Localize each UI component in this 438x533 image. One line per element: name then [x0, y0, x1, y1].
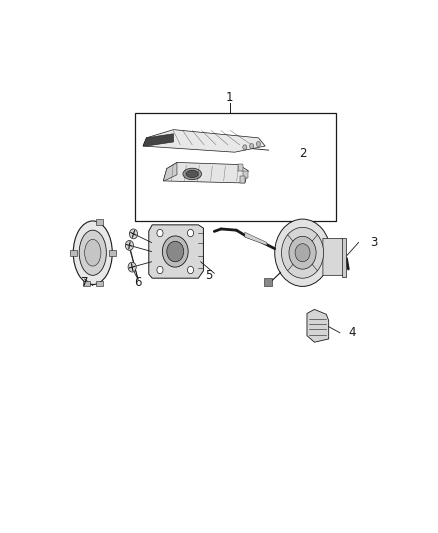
- Polygon shape: [264, 278, 272, 286]
- Polygon shape: [149, 225, 203, 278]
- Circle shape: [130, 229, 138, 239]
- Text: 3: 3: [370, 236, 378, 249]
- Text: 1: 1: [226, 91, 233, 104]
- Ellipse shape: [85, 239, 101, 266]
- Text: 5: 5: [205, 269, 213, 282]
- Circle shape: [128, 262, 136, 272]
- Text: 2: 2: [299, 147, 306, 160]
- Polygon shape: [323, 238, 345, 276]
- Polygon shape: [83, 281, 89, 286]
- Circle shape: [243, 145, 247, 150]
- Text: 7: 7: [81, 276, 88, 289]
- Circle shape: [187, 229, 194, 237]
- Polygon shape: [109, 250, 116, 256]
- Polygon shape: [163, 163, 177, 181]
- Circle shape: [157, 229, 163, 237]
- Polygon shape: [96, 219, 103, 225]
- Circle shape: [250, 143, 254, 149]
- Polygon shape: [70, 250, 77, 256]
- Polygon shape: [245, 232, 267, 245]
- Polygon shape: [243, 172, 248, 178]
- Polygon shape: [240, 176, 245, 183]
- Circle shape: [157, 266, 163, 273]
- Circle shape: [187, 266, 194, 273]
- Circle shape: [167, 241, 184, 262]
- Circle shape: [275, 219, 330, 286]
- Circle shape: [282, 227, 324, 278]
- Polygon shape: [143, 134, 173, 146]
- Polygon shape: [163, 163, 248, 183]
- Polygon shape: [307, 309, 328, 342]
- Polygon shape: [96, 281, 103, 286]
- Ellipse shape: [186, 170, 198, 177]
- Circle shape: [295, 244, 310, 262]
- Circle shape: [256, 142, 261, 147]
- Ellipse shape: [73, 221, 112, 285]
- Text: 6: 6: [134, 276, 141, 289]
- Polygon shape: [143, 130, 265, 152]
- Circle shape: [125, 240, 134, 251]
- Circle shape: [289, 236, 316, 269]
- Bar: [134, 113, 336, 221]
- Ellipse shape: [79, 230, 106, 276]
- Text: 4: 4: [348, 326, 356, 340]
- Ellipse shape: [183, 168, 201, 180]
- Polygon shape: [342, 238, 346, 277]
- Polygon shape: [238, 164, 243, 171]
- Circle shape: [162, 236, 188, 267]
